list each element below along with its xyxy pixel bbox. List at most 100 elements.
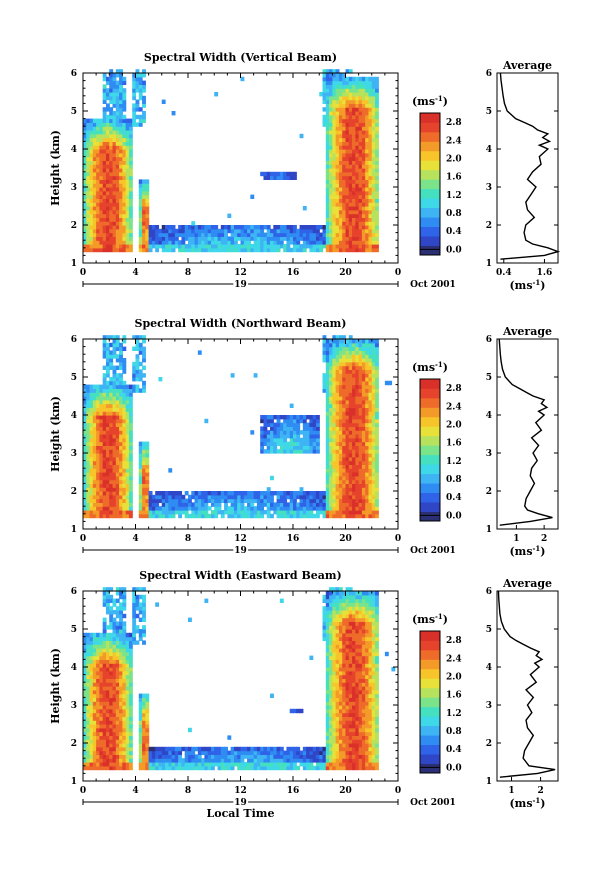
heatmap-cell	[105, 137, 110, 142]
heatmap-cell	[365, 103, 370, 108]
heatmap-cell	[158, 240, 163, 245]
heatmap-cell	[338, 415, 343, 420]
heatmap-cell	[371, 209, 376, 215]
heatmap-cell	[352, 187, 356, 192]
heatmap-cell	[253, 244, 258, 249]
heatmap-cell	[181, 502, 186, 507]
heatmap-cell	[112, 686, 117, 691]
heatmap-cell	[86, 422, 91, 427]
heatmap-cell	[99, 168, 104, 173]
heatmap-cell	[102, 498, 107, 503]
heatmap-cell	[102, 502, 107, 507]
heatmap-cell	[312, 418, 317, 424]
heatmap-cell	[306, 426, 311, 431]
x-tick-label: 0	[80, 534, 86, 544]
heatmap-cell	[345, 156, 350, 161]
heatmap-cell	[102, 198, 107, 203]
heatmap-cell	[155, 750, 160, 755]
heatmap-cell	[335, 388, 340, 393]
heatmap-cell	[322, 107, 327, 112]
heatmap-cell	[92, 403, 97, 408]
heatmap-cell	[105, 118, 110, 123]
heatmap-cell	[348, 194, 353, 199]
heatmap-cell	[119, 701, 123, 706]
heatmap-cell	[355, 118, 360, 123]
heatmap-cell	[96, 411, 101, 416]
heatmap-cell	[240, 244, 245, 249]
heatmap-cell	[83, 168, 87, 173]
heatmap-cell	[352, 122, 356, 127]
heatmap-cell	[122, 506, 127, 511]
heatmap-cell	[122, 613, 127, 619]
heatmap-cell	[119, 686, 123, 691]
heatmap-cell	[194, 225, 199, 230]
heatmap-cell	[361, 247, 366, 253]
heatmap-cell	[155, 232, 160, 237]
heatmap-cell	[92, 232, 97, 237]
heatmap-cell	[142, 114, 146, 120]
heatmap-cell	[352, 198, 356, 203]
heatmap-cell	[102, 384, 107, 389]
heatmap-cell	[289, 228, 294, 234]
heatmap-cell	[119, 232, 123, 237]
heatmap-cell	[342, 369, 347, 374]
heatmap-cell	[109, 418, 114, 424]
heatmap-cell	[112, 122, 117, 127]
heatmap-cell	[138, 610, 143, 615]
heatmap-cell	[168, 754, 173, 759]
heatmap-cell	[342, 460, 347, 465]
heatmap-cell	[368, 160, 373, 165]
heatmap-cell	[322, 240, 327, 245]
heatmap-cell	[122, 236, 127, 241]
heatmap-cell	[171, 244, 176, 249]
heatmap-cell	[128, 659, 133, 664]
heatmap-cell	[112, 754, 117, 759]
heatmap-cell	[109, 232, 114, 237]
heatmap-cell	[335, 168, 340, 173]
heatmap-cell	[119, 437, 123, 443]
heatmap-cell	[102, 621, 107, 626]
heatmap-cell	[355, 346, 360, 351]
heatmap-cell	[102, 716, 107, 721]
heatmap-cell	[217, 236, 222, 241]
heatmap-cell	[332, 133, 337, 139]
heatmap-cell	[83, 724, 87, 729]
heatmap-cell	[371, 354, 376, 359]
heatmap-cell	[128, 686, 133, 691]
heatmap-cell	[128, 426, 133, 431]
heatmap-cell	[348, 118, 353, 123]
heatmap-cell	[338, 479, 343, 484]
heatmap-cells	[83, 69, 379, 253]
colorbar-swatch	[420, 141, 440, 152]
heatmap-cell	[112, 426, 117, 431]
heatmap-cell	[233, 502, 238, 507]
heatmap-cell	[260, 236, 265, 241]
heatmap-cell	[105, 441, 110, 446]
heatmap-cell	[181, 510, 186, 515]
heatmap-cell	[260, 506, 265, 511]
heatmap-cell	[112, 346, 117, 351]
heatmap-cell	[293, 240, 297, 245]
heatmap-cell	[352, 114, 356, 120]
heatmap-cell	[289, 240, 294, 245]
heatmap-cell	[99, 731, 104, 736]
heatmap-cell	[289, 441, 294, 446]
heatmap-cell	[230, 244, 235, 249]
heatmap-cell	[352, 240, 356, 245]
heatmap-cell	[220, 228, 225, 234]
heatmap-cell	[128, 145, 133, 150]
heatmap-cell	[335, 179, 340, 184]
heatmap-cell	[109, 160, 114, 165]
heatmap-cell	[368, 437, 373, 443]
heatmap-cell	[266, 437, 271, 443]
heatmap-cell	[368, 149, 373, 154]
heatmap-cell	[125, 194, 130, 199]
heatmap-cell	[92, 244, 97, 249]
heatmap-cell	[348, 69, 353, 74]
heatmap-cell	[119, 92, 123, 97]
heatmap-cell	[256, 506, 261, 511]
heatmap-cell	[325, 145, 330, 150]
heatmap-cell	[86, 130, 91, 135]
heatmap-cell	[368, 358, 373, 363]
heatmap-cell	[375, 502, 379, 507]
